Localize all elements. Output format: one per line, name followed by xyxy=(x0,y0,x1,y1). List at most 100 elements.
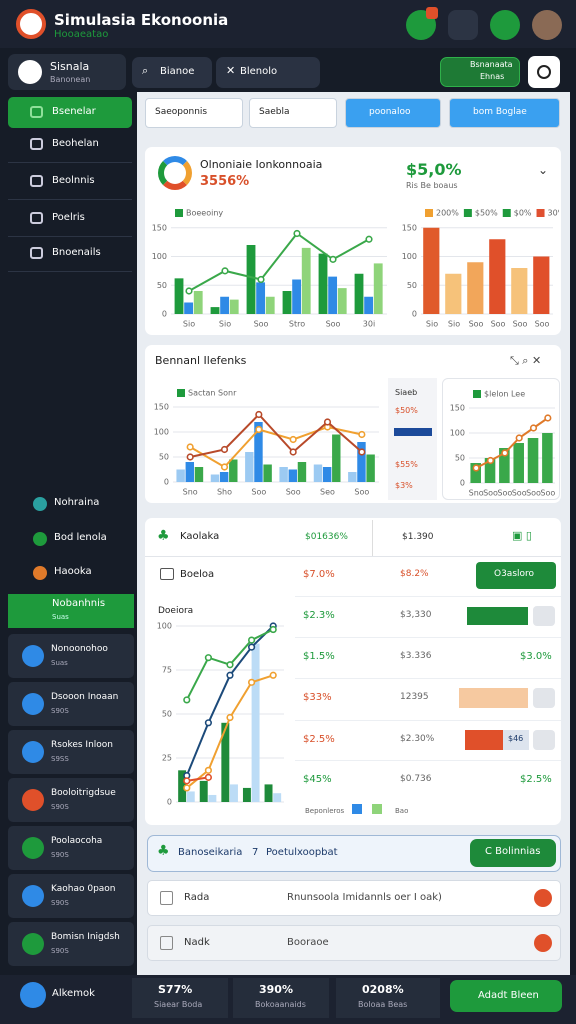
bar xyxy=(297,462,307,482)
progress xyxy=(465,730,503,750)
icon-button[interactable] xyxy=(448,10,478,40)
bar xyxy=(245,452,254,482)
line-point xyxy=(185,287,193,295)
legend-swatch xyxy=(463,209,472,217)
bar xyxy=(265,296,275,314)
bar xyxy=(199,780,208,802)
bar xyxy=(313,464,323,482)
filter-label: bom Boglae xyxy=(473,107,527,117)
action-button[interactable] xyxy=(440,57,520,87)
stat xyxy=(132,978,228,1018)
divider xyxy=(8,199,132,200)
line-point xyxy=(358,430,366,439)
nav-label: Bnoenails xyxy=(52,247,101,258)
x-tick-label: Stro xyxy=(289,320,305,329)
x-tick-label: Soo xyxy=(512,489,527,498)
panel-bar xyxy=(394,428,432,436)
x-tick-label: Soo xyxy=(469,320,484,329)
x-tick-label: Sio xyxy=(219,320,231,329)
line-point xyxy=(472,464,480,472)
bar xyxy=(174,278,184,314)
y-tick-label: 75 xyxy=(162,666,172,675)
list-icon xyxy=(22,741,44,763)
profile-icon xyxy=(18,60,42,84)
list-row[interactable] xyxy=(147,925,561,961)
bar xyxy=(229,459,238,482)
nav-label: Haooka xyxy=(54,566,92,577)
banner-text: Poetulxoopbat xyxy=(266,847,338,858)
bar xyxy=(288,469,298,482)
row-button[interactable] xyxy=(476,562,556,589)
row-text: Booraoe xyxy=(287,937,329,948)
bar xyxy=(273,793,282,802)
icon: ⌕ xyxy=(142,64,149,77)
list-label: Dsooon Inoaan xyxy=(51,692,119,702)
bar xyxy=(210,307,220,314)
list-row[interactable] xyxy=(147,880,561,916)
legend-label: Bao xyxy=(395,807,409,815)
card-title: Bennanl Ilefenks xyxy=(155,354,247,367)
bar xyxy=(176,469,185,482)
row-value: $3.336 xyxy=(400,651,432,661)
bar xyxy=(533,256,550,314)
row-action[interactable] xyxy=(533,730,555,750)
button-label: Adadt Bleen xyxy=(478,990,539,1001)
filter[interactable] xyxy=(345,98,441,128)
line-point xyxy=(226,671,234,679)
legend-label: Sactan Sonr xyxy=(188,389,237,398)
filter-box[interactable] xyxy=(216,57,320,88)
bar xyxy=(221,722,230,802)
icon-button[interactable] xyxy=(490,10,520,40)
search-box[interactable] xyxy=(132,57,212,88)
y-tick-label: 0 xyxy=(164,478,169,487)
legend-swatch xyxy=(372,804,382,814)
line-point xyxy=(247,636,256,644)
row-label: Rada xyxy=(184,892,210,903)
y-tick-label: 0 xyxy=(162,310,167,319)
bar xyxy=(373,263,383,314)
divider xyxy=(295,720,561,721)
line-point xyxy=(358,448,366,456)
card-icons[interactable]: ⤡ ⌕ ✕ xyxy=(510,354,542,367)
bar xyxy=(354,273,364,314)
bar xyxy=(246,245,256,314)
line-point xyxy=(186,443,194,451)
banner-button[interactable] xyxy=(470,839,556,867)
line-point xyxy=(365,235,373,243)
list-label: Rsokes Inloon xyxy=(51,740,114,750)
row-value: $3,330 xyxy=(400,610,432,620)
line-point xyxy=(289,448,297,456)
card-icons[interactable]: ▣ ▯ xyxy=(512,529,532,542)
filter[interactable] xyxy=(449,98,560,128)
bar xyxy=(184,302,194,314)
y-tick-label: 0 xyxy=(167,798,172,807)
row-action[interactable] xyxy=(533,688,555,708)
footer-button[interactable] xyxy=(450,980,562,1012)
app-title: Simulasia Ekonoonia xyxy=(54,11,229,29)
nav-item[interactable] xyxy=(8,97,132,128)
panel-item: $50% xyxy=(395,406,418,415)
row-action[interactable] xyxy=(533,606,555,626)
legend-label: $0% xyxy=(514,209,532,218)
row-action[interactable] xyxy=(534,889,552,907)
side-panel xyxy=(388,378,437,500)
button-label: C Bolinnias xyxy=(485,846,541,857)
avatar[interactable] xyxy=(532,10,562,40)
nav-item[interactable] xyxy=(8,594,134,628)
progress xyxy=(459,688,528,708)
stat-value: S77% xyxy=(158,983,193,996)
line-point xyxy=(183,784,191,792)
list-icon xyxy=(22,645,44,667)
bar xyxy=(219,472,229,482)
chevron[interactable]: ⌄ xyxy=(538,163,549,177)
line xyxy=(186,674,274,789)
filter[interactable] xyxy=(249,98,337,128)
line-point xyxy=(289,435,297,444)
bar xyxy=(292,279,302,314)
line-point xyxy=(247,678,256,686)
bar xyxy=(322,467,332,482)
row-action[interactable] xyxy=(534,934,552,952)
y-tick-label: 100 xyxy=(157,622,172,631)
filter[interactable] xyxy=(145,98,243,128)
line-point xyxy=(221,267,229,275)
